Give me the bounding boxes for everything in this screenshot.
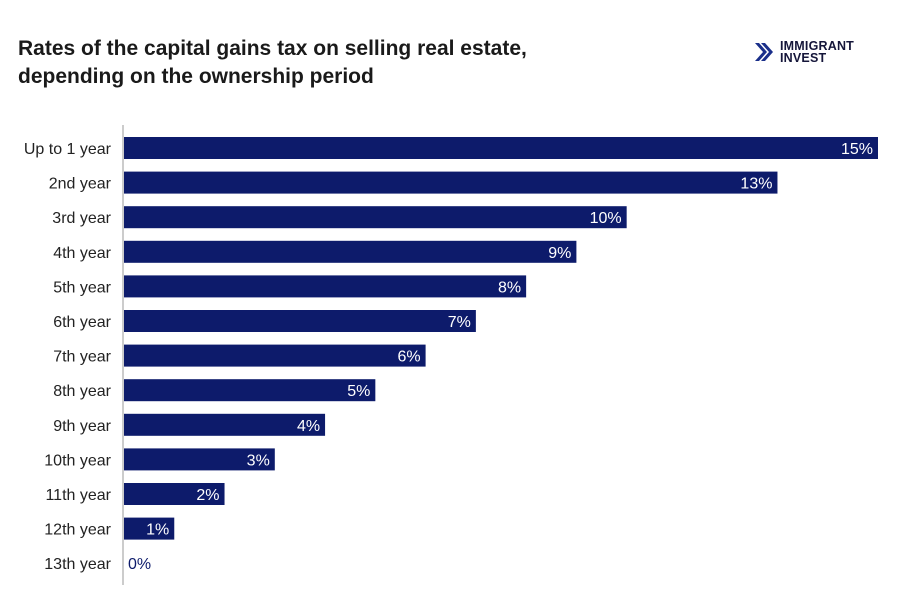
- data-label: 7%: [448, 314, 471, 331]
- bar: [124, 240, 577, 263]
- data-label: 15%: [841, 141, 873, 158]
- category-label: 12th year: [44, 522, 111, 539]
- data-label: 5%: [347, 383, 370, 400]
- category-label: 9th year: [53, 418, 111, 435]
- bar: [124, 310, 476, 332]
- logo-line1: IMMIGRANT: [780, 39, 855, 53]
- double-chevron-right-icon: [755, 43, 773, 61]
- chart-title: Rates of the capital gains tax on sellin…: [18, 35, 527, 91]
- bar: [124, 379, 376, 402]
- bar: [124, 206, 627, 229]
- data-label: 1%: [146, 522, 169, 539]
- data-label: 9%: [548, 245, 571, 262]
- bar: [124, 344, 426, 367]
- category-label: 4th year: [53, 245, 111, 262]
- data-label: 13%: [740, 176, 772, 193]
- bar: [124, 517, 175, 540]
- data-label: 2%: [196, 487, 219, 504]
- category-label: 3rd year: [52, 210, 111, 227]
- bar: [124, 413, 326, 436]
- category-label: 8th year: [53, 383, 111, 400]
- data-label: 4%: [297, 418, 320, 435]
- category-label: 6th year: [53, 314, 111, 331]
- category-label: 5th year: [53, 279, 111, 296]
- category-label: 11th year: [45, 487, 111, 504]
- category-label: 13th year: [44, 556, 111, 573]
- category-label: 7th year: [53, 349, 111, 366]
- chart-title-line1: Rates of the capital gains tax on sellin…: [18, 37, 527, 60]
- data-label: 6%: [397, 349, 420, 366]
- bar: [124, 483, 225, 505]
- bar: [124, 171, 778, 194]
- data-label: 10%: [590, 210, 622, 227]
- category-label: 10th year: [44, 452, 111, 469]
- data-label: 3%: [247, 452, 270, 469]
- bar: [124, 275, 527, 298]
- category-label: Up to 1 year: [24, 141, 112, 158]
- category-label: 2nd year: [49, 176, 112, 193]
- data-label: 0%: [128, 556, 151, 573]
- logo: IMMIGRANT INVEST: [754, 40, 854, 64]
- chart-title-line2: depending on the ownership period: [18, 65, 374, 88]
- logo-line2: INVEST: [780, 51, 827, 65]
- data-label: 8%: [498, 279, 521, 296]
- bar: [124, 137, 878, 159]
- bar: [124, 448, 275, 471]
